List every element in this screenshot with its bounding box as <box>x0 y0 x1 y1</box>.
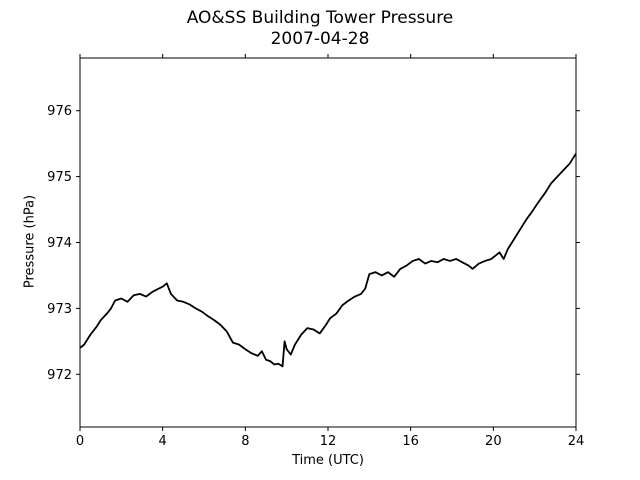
x-tick-label: 16 <box>402 434 419 449</box>
y-tick-label: 976 <box>47 104 72 119</box>
x-tick-label: 4 <box>159 434 167 449</box>
chart-title: AO&SS Building Tower Pressure <box>186 8 454 28</box>
y-tick-label: 973 <box>47 302 72 317</box>
chart-subtitle: 2007-04-28 <box>270 29 370 49</box>
x-tick-label: 0 <box>76 434 84 449</box>
x-tick-label: 24 <box>568 434 585 449</box>
axes-frame <box>79 57 577 428</box>
y-tick-label: 974 <box>47 236 72 251</box>
x-tick-label: 8 <box>241 434 249 449</box>
x-tick-label: 12 <box>320 434 337 449</box>
series-line-0 <box>79 153 577 368</box>
y-axis-label: Pressure (hPa) <box>22 194 38 289</box>
y-tick-label: 975 <box>47 170 72 185</box>
y-tick-label: 972 <box>47 368 72 383</box>
x-axis-label: Time (UTC) <box>292 453 364 468</box>
x-tick-label: 20 <box>485 434 502 449</box>
